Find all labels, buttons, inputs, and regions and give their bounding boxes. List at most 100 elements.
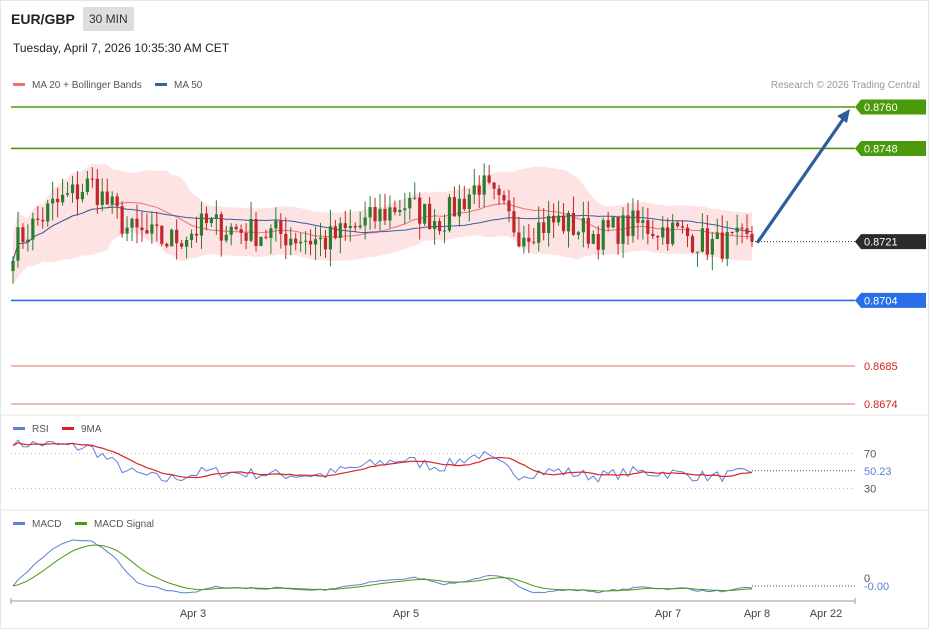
candle-body	[31, 218, 35, 240]
candle-body	[353, 225, 357, 228]
x-tick-label: Apr 8	[744, 608, 770, 620]
candle-body	[601, 220, 605, 250]
candle-body	[21, 227, 25, 243]
candle	[219, 211, 223, 257]
legend-macd[interactable]: MACD	[13, 519, 61, 531]
x-tick-label: Apr 22	[810, 608, 842, 620]
candle	[254, 211, 258, 252]
candle-body	[606, 220, 610, 228]
rsi-tick-label: 30	[864, 484, 876, 496]
candle	[621, 207, 625, 258]
candle-body	[90, 178, 94, 180]
candle	[130, 217, 134, 242]
candle	[745, 214, 749, 240]
candle	[180, 239, 184, 249]
candle	[418, 192, 422, 240]
candle-body	[239, 229, 243, 233]
legend-ma20-label: MA 20 + Bollinger Bands	[32, 80, 142, 91]
candle	[140, 211, 144, 242]
candle	[170, 228, 174, 247]
candle-body	[492, 182, 496, 189]
candle	[80, 183, 85, 203]
arrow-shaft	[756, 116, 846, 244]
legend-ma20[interactable]: MA 20 + Bollinger Bands	[13, 80, 142, 92]
candle-body	[413, 197, 417, 199]
candle	[333, 220, 337, 240]
candle	[36, 205, 40, 226]
candle-body	[437, 221, 442, 232]
candle-body	[730, 231, 734, 233]
projection-arrow	[756, 109, 850, 244]
candle-body	[626, 215, 630, 237]
candle	[115, 192, 119, 219]
candle-body	[497, 188, 501, 196]
candle-body	[467, 194, 471, 210]
candle	[41, 207, 45, 229]
candle-body	[189, 233, 194, 240]
candle	[408, 192, 412, 221]
candle-body	[408, 198, 412, 209]
timestamp: Tuesday, April 7, 2026 10:35:30 AM CET	[13, 41, 230, 55]
candle	[403, 192, 407, 225]
candle	[566, 210, 571, 248]
candle-body	[621, 215, 625, 244]
candle-body	[472, 185, 476, 195]
candle	[487, 165, 491, 185]
candle-body	[60, 194, 65, 203]
legend-rsi-ma-label: 9MA	[81, 424, 102, 435]
timeframe-badge[interactable]: 30 MIN	[83, 7, 134, 31]
macd-signal-line	[12, 544, 753, 592]
candle	[289, 227, 293, 256]
candle	[269, 224, 273, 254]
candle	[651, 220, 655, 240]
candle-body	[204, 213, 209, 224]
candle	[641, 206, 645, 240]
candle	[338, 217, 342, 254]
candle	[586, 201, 590, 249]
x-tick-label: Apr 5	[393, 608, 419, 620]
candle-body	[487, 175, 491, 183]
candle-body	[155, 224, 159, 226]
legend-rsi[interactable]: RSI	[13, 424, 49, 436]
candle	[626, 202, 630, 245]
candle-body	[457, 198, 461, 217]
level-label-last: 0.8721	[864, 237, 898, 249]
candle-body	[661, 227, 665, 238]
candle	[472, 168, 476, 204]
candle-body	[646, 220, 650, 234]
candle-body	[348, 225, 352, 229]
candle	[358, 211, 362, 230]
candle-body	[46, 203, 50, 222]
candle	[690, 233, 695, 254]
candle-body	[41, 219, 45, 222]
candle	[671, 214, 675, 247]
candle-body	[289, 238, 293, 246]
candle-body	[710, 239, 714, 255]
candle-body	[328, 226, 333, 250]
candle-body	[586, 217, 590, 244]
candle	[239, 224, 243, 245]
candle-body	[566, 212, 571, 232]
candle-body	[199, 213, 204, 236]
candle	[695, 251, 700, 267]
ma20-swatch	[13, 82, 25, 86]
legend-ma50[interactable]: MA 50	[155, 80, 202, 92]
candle	[284, 217, 288, 260]
candle	[328, 209, 333, 267]
level-label-support: 0.8704	[864, 295, 898, 307]
candle	[165, 242, 169, 249]
legend-macd-signal[interactable]: MACD Signal	[75, 519, 154, 531]
candle-body	[140, 227, 144, 231]
candle	[304, 230, 308, 255]
candle-body	[130, 218, 134, 228]
legend-rsi-ma[interactable]: 9MA	[62, 424, 102, 436]
candle	[105, 178, 109, 205]
candle	[160, 225, 164, 247]
candle-body	[403, 208, 407, 211]
candle-body	[581, 217, 585, 233]
candle	[596, 225, 600, 260]
rsi-ma-line	[12, 442, 753, 479]
candle-body	[378, 208, 382, 222]
candle	[31, 212, 35, 251]
